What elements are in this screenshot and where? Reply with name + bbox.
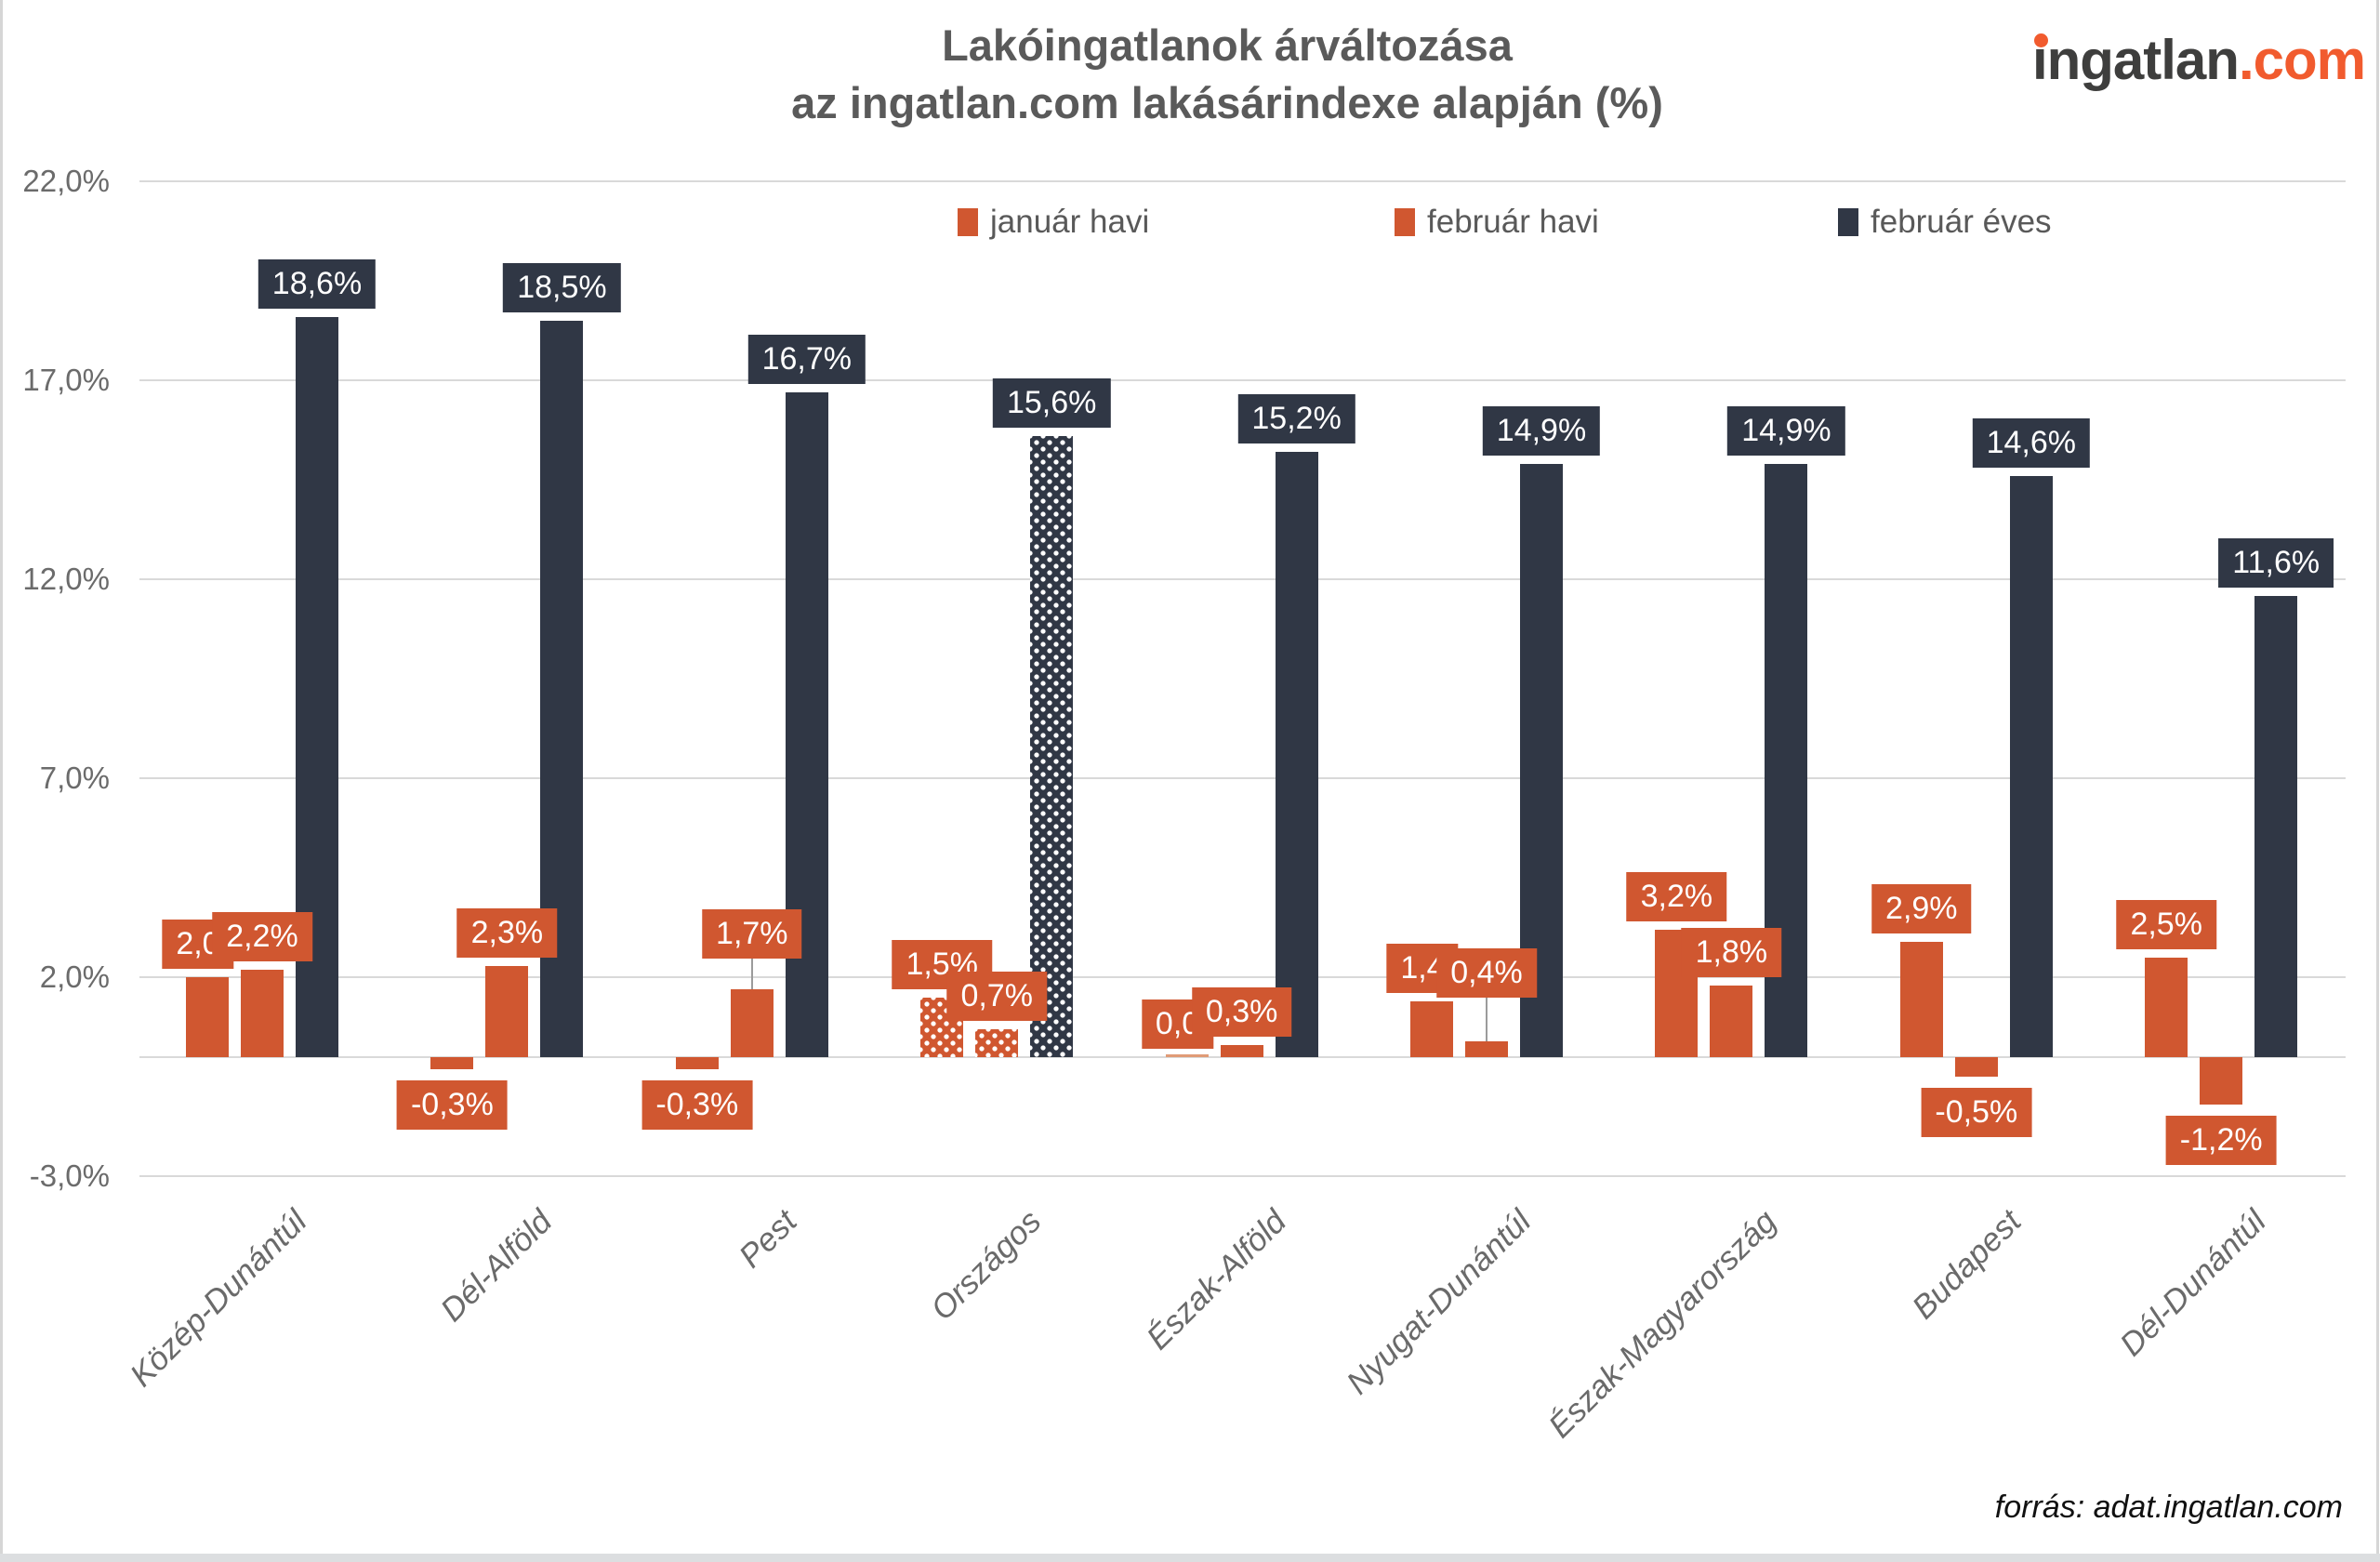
gridline bbox=[139, 578, 2346, 581]
data-label-február-éves-3: 15,6% bbox=[992, 378, 1111, 429]
bar-január-havi-2 bbox=[675, 1057, 719, 1069]
gridline bbox=[139, 777, 2346, 780]
logo-text-accent: .com bbox=[2238, 29, 2366, 91]
label-leader-line bbox=[750, 959, 753, 990]
bar-február-havi-2 bbox=[730, 989, 774, 1057]
legend-item-0: január havi bbox=[958, 203, 1149, 242]
bar-január-havi-7 bbox=[1899, 941, 1943, 1057]
gridline bbox=[139, 976, 2346, 979]
logo-i-dot-icon bbox=[2033, 33, 2048, 47]
data-label-február-éves-7: 14,6% bbox=[1972, 418, 2090, 469]
bar-február-éves-3 bbox=[1030, 436, 1074, 1057]
window-edge-bottom bbox=[0, 1554, 2380, 1562]
legend-swatch-icon bbox=[1838, 208, 1858, 236]
bar-január-havi-0 bbox=[186, 977, 229, 1057]
chart-title-block: Lakóingatlanok árváltozása az ingatlan.c… bbox=[139, 17, 2315, 132]
chart-title: Lakóingatlanok árváltozása bbox=[942, 20, 1513, 70]
data-label-február-havi-3: 0,7% bbox=[946, 972, 1047, 1022]
data-label-február-éves-8: 11,6% bbox=[2218, 537, 2334, 588]
data-label-február-éves-2: 16,7% bbox=[747, 335, 866, 385]
x-axis-label-1: Dél-Alföld bbox=[433, 1203, 559, 1329]
gridline bbox=[139, 1175, 2346, 1178]
bar-január-havi-5 bbox=[1410, 1001, 1453, 1057]
x-axis-label-6: Észak-Magyarország bbox=[1540, 1203, 1783, 1446]
data-label-február-havi-4: 0,3% bbox=[1191, 987, 1292, 1038]
legend-label: február éves bbox=[1871, 204, 2052, 240]
data-label-február-havi-2: 1,7% bbox=[702, 909, 802, 960]
x-axis-label-0: Közép-Dunántúl bbox=[123, 1203, 314, 1395]
chart-subtitle: az ingatlan.com lakásárindexe alapján (%… bbox=[791, 78, 1663, 127]
y-axis-tick-label: -3,0% bbox=[29, 1158, 110, 1194]
bar-január-havi-1 bbox=[430, 1057, 474, 1069]
ingatlan-logo: i ngatlan.com bbox=[2031, 28, 2366, 92]
data-label-február-havi-5: 0,4% bbox=[1436, 947, 1537, 998]
legend-label: január havi bbox=[990, 204, 1150, 240]
y-axis-tick-label: 17,0% bbox=[22, 363, 110, 398]
data-label-február-havi-1: 2,3% bbox=[456, 907, 558, 958]
gridline bbox=[139, 379, 2346, 382]
data-label-február-havi-0: 2,2% bbox=[212, 911, 312, 961]
logo-letter-i: i bbox=[2031, 29, 2048, 91]
bar-február-havi-4 bbox=[1220, 1045, 1263, 1057]
y-axis-tick-label: 2,0% bbox=[39, 960, 110, 995]
data-label-január-havi-8: 2,5% bbox=[2116, 900, 2216, 949]
y-axis-tick-label: 22,0% bbox=[22, 164, 110, 199]
label-leader-line bbox=[1486, 997, 1488, 1041]
bar-február-havi-8 bbox=[2200, 1057, 2243, 1105]
x-axis-label-4: Észak-Alföld bbox=[1140, 1203, 1294, 1357]
bar-január-havi-8 bbox=[2145, 958, 2188, 1057]
bar-február-havi-3 bbox=[975, 1029, 1019, 1057]
legend-item-2: február éves bbox=[1838, 203, 2052, 242]
window-edge-right bbox=[2376, 0, 2379, 1562]
logo-text-dark: ngatlan bbox=[2046, 29, 2240, 91]
x-axis-line bbox=[139, 1056, 2346, 1058]
data-label-január-havi-7: 2,9% bbox=[1871, 883, 1972, 933]
data-label-január-havi-1: -0,3% bbox=[396, 1079, 508, 1130]
data-label-február-éves-5: 14,9% bbox=[1482, 406, 1601, 457]
legend-item-1: február havi bbox=[1395, 203, 1599, 242]
legend-swatch-icon bbox=[958, 208, 978, 236]
legend-label: február havi bbox=[1427, 204, 1599, 240]
bar-február-éves-4 bbox=[1275, 452, 1318, 1057]
bar-február-éves-7 bbox=[2009, 476, 2053, 1057]
source-note: forrás: adat.ingatlan.com bbox=[1994, 1489, 2343, 1525]
data-label-február-havi-8: -1,2% bbox=[2165, 1116, 2277, 1166]
y-axis-tick-label: 12,0% bbox=[22, 562, 110, 597]
bar-február-éves-8 bbox=[2254, 595, 2298, 1057]
bar-január-havi-4 bbox=[1165, 1054, 1209, 1057]
x-axis-label-7: Budapest bbox=[1905, 1203, 2029, 1327]
gridline bbox=[139, 180, 2346, 183]
bar-február-havi-7 bbox=[1954, 1057, 1998, 1078]
data-label-február-éves-1: 18,5% bbox=[503, 263, 621, 313]
data-label-február-havi-6: 1,8% bbox=[1681, 927, 1782, 977]
bar-február-havi-1 bbox=[485, 965, 529, 1057]
x-axis-label-5: Nyugat-Dunántúl bbox=[1340, 1203, 1539, 1402]
data-label-január-havi-3: 1,5% bbox=[892, 939, 992, 989]
x-axis-label-2: Pest bbox=[732, 1203, 804, 1276]
data-label-január-havi-6: 3,2% bbox=[1626, 872, 1727, 922]
window-edge-left bbox=[0, 0, 3, 1562]
data-label-február-havi-7: -0,5% bbox=[1921, 1088, 2032, 1138]
bar-február-havi-0 bbox=[241, 969, 284, 1057]
data-label-február-éves-4: 15,2% bbox=[1237, 394, 1355, 444]
y-axis-tick-label: 7,0% bbox=[39, 761, 110, 796]
legend-swatch-icon bbox=[1395, 208, 1415, 236]
data-label-február-éves-6: 14,9% bbox=[1727, 406, 1845, 457]
bar-február-havi-6 bbox=[1710, 985, 1753, 1057]
x-axis-label-3: Országos bbox=[924, 1203, 1049, 1328]
bar-február-havi-5 bbox=[1465, 1040, 1508, 1057]
data-label-január-havi-2: -0,3% bbox=[641, 1079, 753, 1130]
x-axis-label-8: Dél-Dunántúl bbox=[2112, 1203, 2273, 1364]
data-label-február-éves-0: 18,6% bbox=[258, 258, 377, 309]
